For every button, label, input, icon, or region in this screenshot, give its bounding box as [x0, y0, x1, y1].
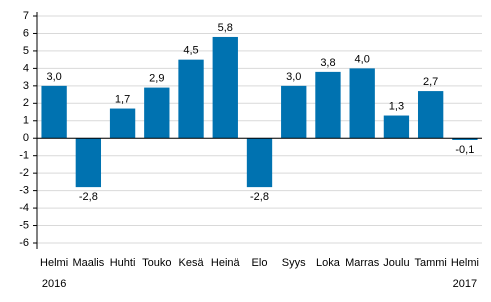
bar [41, 85, 67, 139]
bar [383, 115, 410, 139]
bar [349, 68, 375, 139]
x-tick-label: Huhti [110, 257, 136, 269]
value-label: 2,9 [149, 72, 164, 84]
bar [212, 36, 238, 139]
bar [144, 87, 170, 139]
value-label: 4,5 [183, 45, 198, 57]
y-tick-label: 0 [23, 132, 29, 144]
bar [417, 91, 444, 139]
y-tick-label: -5 [19, 219, 29, 231]
x-tick-label: Joulu [383, 257, 409, 269]
x-tick-label: Touko [142, 257, 171, 269]
value-label: -2,8 [79, 191, 98, 203]
value-label: 4,0 [355, 53, 370, 65]
y-tick-label: 2 [23, 97, 29, 109]
value-label: -0,1 [455, 144, 474, 156]
x-tick-label: Helmi [40, 257, 68, 269]
bar [246, 138, 273, 188]
bar [452, 138, 478, 140]
y-tick-label: -3 [19, 185, 29, 197]
x-tick-label: Syys [282, 257, 306, 269]
x-tick-label: Loka [316, 257, 341, 269]
value-label: 3,0 [46, 71, 61, 83]
y-tick-label: 1 [23, 115, 29, 127]
bar [281, 85, 307, 139]
bar [75, 138, 102, 188]
y-tick-label: -6 [19, 237, 29, 249]
y-tick-label: 3 [23, 80, 29, 92]
y-tick-label: 7 [23, 10, 29, 22]
y-tick-label: -1 [19, 150, 29, 162]
value-label: 1,3 [389, 100, 404, 112]
x-tick-label: Helmi [451, 257, 479, 269]
bar [315, 71, 341, 139]
y-tick-label: -2 [19, 167, 29, 179]
y-tick-label: 6 [23, 27, 29, 39]
y-tick-label: 4 [23, 62, 29, 74]
value-label: 5,8 [218, 22, 233, 34]
year-label: 2017 [453, 278, 477, 290]
value-label: 3,8 [320, 57, 335, 69]
x-tick-label: Elo [252, 257, 268, 269]
x-tick-label: Tammi [414, 257, 446, 269]
x-tick-label: Maalis [72, 257, 104, 269]
x-tick-label: Kesä [178, 257, 204, 269]
bar [109, 108, 136, 139]
year-label: 2016 [42, 278, 66, 290]
y-tick-label: -4 [19, 202, 29, 214]
x-tick-label: Heinä [211, 257, 241, 269]
value-label: -2,8 [250, 191, 269, 203]
y-tick-label: 5 [23, 45, 29, 57]
value-label: 3,0 [286, 71, 301, 83]
x-tick-label: Marras [345, 257, 380, 269]
value-label: 1,7 [115, 93, 130, 105]
bar [178, 59, 204, 139]
value-label: 2,7 [423, 76, 438, 88]
